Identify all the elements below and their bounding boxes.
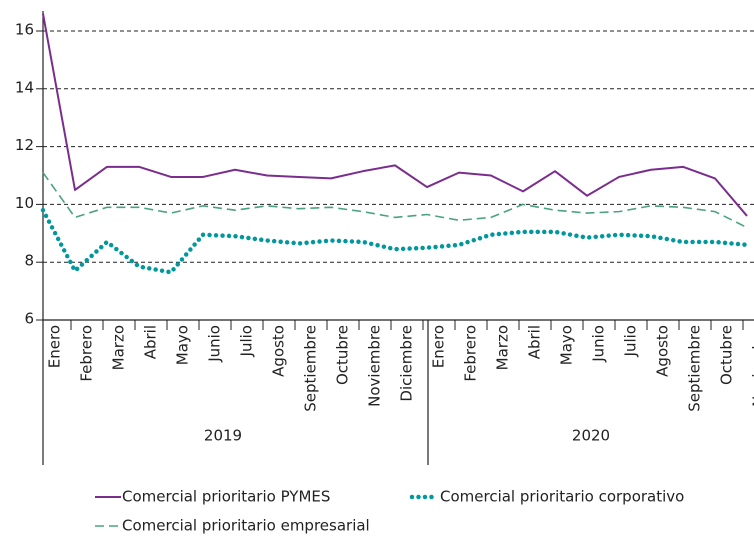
x-tick-label: Abril — [142, 325, 160, 359]
x-tick-label: Agosto — [654, 325, 672, 377]
x-tick-label: Noviembre — [750, 325, 754, 407]
x-tick-label: Enero — [430, 325, 448, 368]
x-tick-label: Noviembre — [366, 325, 384, 407]
y-tick-label: 12 — [15, 136, 34, 154]
x-tick-label: Febrero — [462, 325, 480, 382]
group-label: 2020 — [572, 427, 610, 445]
x-tick-label: Marzo — [110, 325, 128, 370]
y-tick-label: 16 — [15, 21, 34, 39]
x-tick-label: Mayo — [174, 325, 192, 365]
legend-label: Comercial prioritario PYMES — [122, 488, 330, 506]
x-tick-label: Julio — [622, 325, 640, 357]
x-tick-label: Octubre — [718, 325, 736, 385]
group-label: 2019 — [204, 427, 242, 445]
x-tick-label: Junio — [206, 325, 224, 363]
x-tick-label: Septiembre — [686, 325, 704, 412]
series-line — [42, 172, 748, 229]
series-line — [42, 13, 748, 217]
x-tick-label: Abril — [526, 325, 544, 359]
legend-label: Comercial prioritario empresarial — [122, 517, 370, 535]
y-tick-label: 8 — [24, 252, 34, 270]
x-tick-label: Junio — [590, 325, 608, 363]
x-tick-label: Febrero — [78, 325, 96, 382]
x-tick-label: Diciembre — [398, 325, 416, 402]
y-tick-label: 6 — [24, 310, 34, 328]
x-tick-label: Enero — [46, 325, 64, 368]
y-tick-label: 14 — [15, 78, 34, 96]
y-tick-label: 10 — [15, 194, 34, 212]
x-tick-label: Octubre — [334, 325, 352, 385]
x-tick-label: Mayo — [558, 325, 576, 365]
legend-label: Comercial prioritario corporativo — [440, 488, 684, 506]
x-tick-label: Septiembre — [302, 325, 320, 412]
series-line — [40, 207, 750, 275]
x-tick-label: Julio — [238, 325, 256, 357]
x-tick-label: Marzo — [494, 325, 512, 370]
x-tick-label: Agosto — [270, 325, 288, 377]
